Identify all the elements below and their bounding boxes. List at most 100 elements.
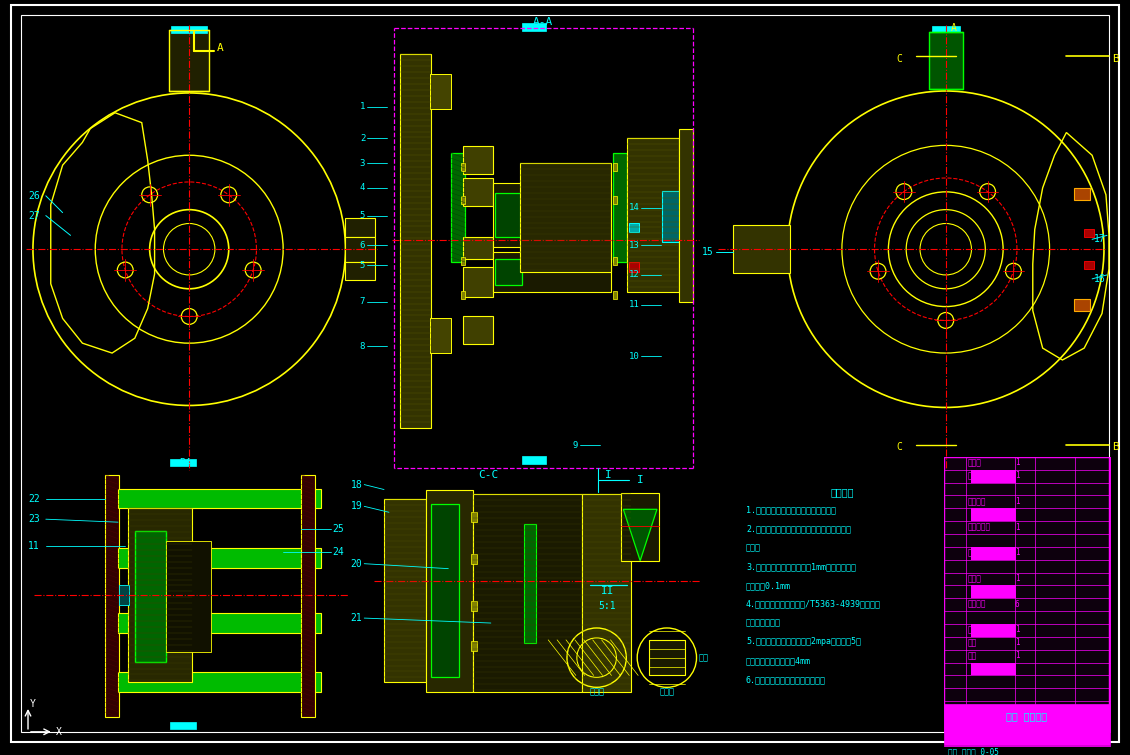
Text: 大油口: 大油口 xyxy=(967,548,981,557)
Text: C-C: C-C xyxy=(478,470,498,479)
Bar xyxy=(346,217,375,237)
Text: I: I xyxy=(637,475,643,485)
Text: Y: Y xyxy=(31,699,36,709)
Bar xyxy=(944,704,1110,732)
Bar xyxy=(629,262,640,272)
Text: 4: 4 xyxy=(359,183,365,193)
Bar xyxy=(105,475,119,717)
Bar xyxy=(622,494,659,561)
Bar xyxy=(629,223,640,233)
Text: 11: 11 xyxy=(628,300,640,309)
Bar xyxy=(119,585,129,606)
Text: 双凸缘衬: 双凸缘衬 xyxy=(967,599,986,609)
Bar xyxy=(733,226,791,273)
Bar xyxy=(171,459,197,466)
Bar xyxy=(495,193,522,237)
Text: 27: 27 xyxy=(28,211,40,220)
Text: 1: 1 xyxy=(1015,458,1019,467)
Text: 7: 7 xyxy=(359,297,365,306)
Text: 平轴承: 平轴承 xyxy=(967,574,981,583)
Text: 油封: 油封 xyxy=(967,651,976,660)
Bar xyxy=(171,722,197,729)
Text: 18: 18 xyxy=(350,479,363,489)
Text: 5: 5 xyxy=(359,260,365,270)
Text: 卡环: 卡环 xyxy=(967,638,976,647)
Bar xyxy=(461,257,466,265)
Bar xyxy=(166,541,211,652)
Bar xyxy=(679,128,693,302)
Text: 22: 22 xyxy=(28,495,40,504)
Bar xyxy=(1075,188,1090,200)
Text: 1: 1 xyxy=(1015,548,1019,557)
Text: 16: 16 xyxy=(1094,274,1106,284)
Text: 14: 14 xyxy=(628,203,640,212)
Bar xyxy=(172,26,207,32)
Bar xyxy=(429,319,451,353)
Bar xyxy=(461,163,466,171)
Bar xyxy=(972,624,1016,637)
Text: II: II xyxy=(601,587,615,596)
Bar xyxy=(522,456,546,464)
Text: 1: 1 xyxy=(1015,651,1019,660)
Bar xyxy=(400,54,432,428)
Bar xyxy=(432,504,459,677)
Bar xyxy=(614,291,617,299)
Bar xyxy=(614,257,617,265)
Bar xyxy=(346,262,375,280)
Text: 技术要求: 技术要求 xyxy=(831,488,853,498)
Bar xyxy=(463,237,493,259)
Text: 3.左制动道最大垂直允向内1mm，装摩面磨损: 3.左制动道最大垂直允向内1mm，装摩面磨损 xyxy=(746,562,857,572)
Text: 横锁紧平轴承: 横锁紧平轴承 xyxy=(967,625,996,634)
Text: 2.摩擦板和制动盘上不允许有油脂，否则及其: 2.摩擦板和制动盘上不允许有油脂，否则及其 xyxy=(746,525,851,534)
Bar xyxy=(972,585,1016,598)
Text: 钟，腔内压力不能超过4mm: 钟，腔内压力不能超过4mm xyxy=(746,656,811,665)
Text: X: X xyxy=(55,727,61,737)
Bar xyxy=(128,508,192,683)
Bar xyxy=(614,163,617,171)
Text: 26: 26 xyxy=(28,191,40,201)
Text: 5:1: 5:1 xyxy=(599,601,616,612)
Bar xyxy=(522,23,546,31)
Text: 15: 15 xyxy=(702,247,713,257)
Text: 1: 1 xyxy=(359,103,365,111)
Bar xyxy=(118,673,321,692)
Text: 应不大于0.1mm: 应不大于0.1mm xyxy=(746,581,791,590)
Bar xyxy=(582,495,632,692)
Text: 24: 24 xyxy=(332,547,345,557)
Bar xyxy=(384,499,426,683)
Bar xyxy=(118,548,321,568)
Bar xyxy=(493,252,611,291)
Text: B: B xyxy=(1112,442,1119,452)
Text: A: A xyxy=(217,44,224,54)
Bar xyxy=(972,663,1016,676)
Polygon shape xyxy=(624,510,657,561)
Text: 5.在制动器腔体内压力施至2mpa时，保压5秒: 5.在制动器腔体内压力施至2mpa时，保压5秒 xyxy=(746,637,861,646)
Text: 它异物: 它异物 xyxy=(746,544,760,553)
Bar xyxy=(429,74,451,109)
Text: 调整垫: 调整垫 xyxy=(660,688,675,697)
Text: 4.其余技术条件应符合中/T5363-4939《摩车制: 4.其余技术条件应符合中/T5363-4939《摩车制 xyxy=(746,599,881,609)
Text: C: C xyxy=(896,442,902,452)
Text: 钳盘 式制动器: 钳盘 式制动器 xyxy=(1007,711,1048,721)
Text: I: I xyxy=(605,470,611,479)
Bar xyxy=(471,601,477,611)
Bar xyxy=(463,146,493,174)
Bar xyxy=(521,163,611,272)
Text: 2: 2 xyxy=(359,134,365,143)
Bar xyxy=(662,191,680,242)
Text: 10: 10 xyxy=(628,352,640,361)
Bar xyxy=(134,531,166,661)
Text: 脚垫: 脚垫 xyxy=(698,653,709,662)
Text: 25: 25 xyxy=(332,524,345,534)
Text: 11: 11 xyxy=(28,541,40,551)
Text: 12: 12 xyxy=(628,270,640,279)
Text: 1: 1 xyxy=(1015,497,1019,506)
Bar xyxy=(1084,261,1094,269)
Text: 21: 21 xyxy=(350,613,363,623)
Text: 钳级 式制动 0-05: 钳级 式制动 0-05 xyxy=(948,747,999,755)
Bar xyxy=(614,196,617,204)
Text: 20: 20 xyxy=(350,559,363,569)
Bar xyxy=(614,153,627,262)
Bar xyxy=(426,489,473,692)
Bar xyxy=(463,178,493,205)
